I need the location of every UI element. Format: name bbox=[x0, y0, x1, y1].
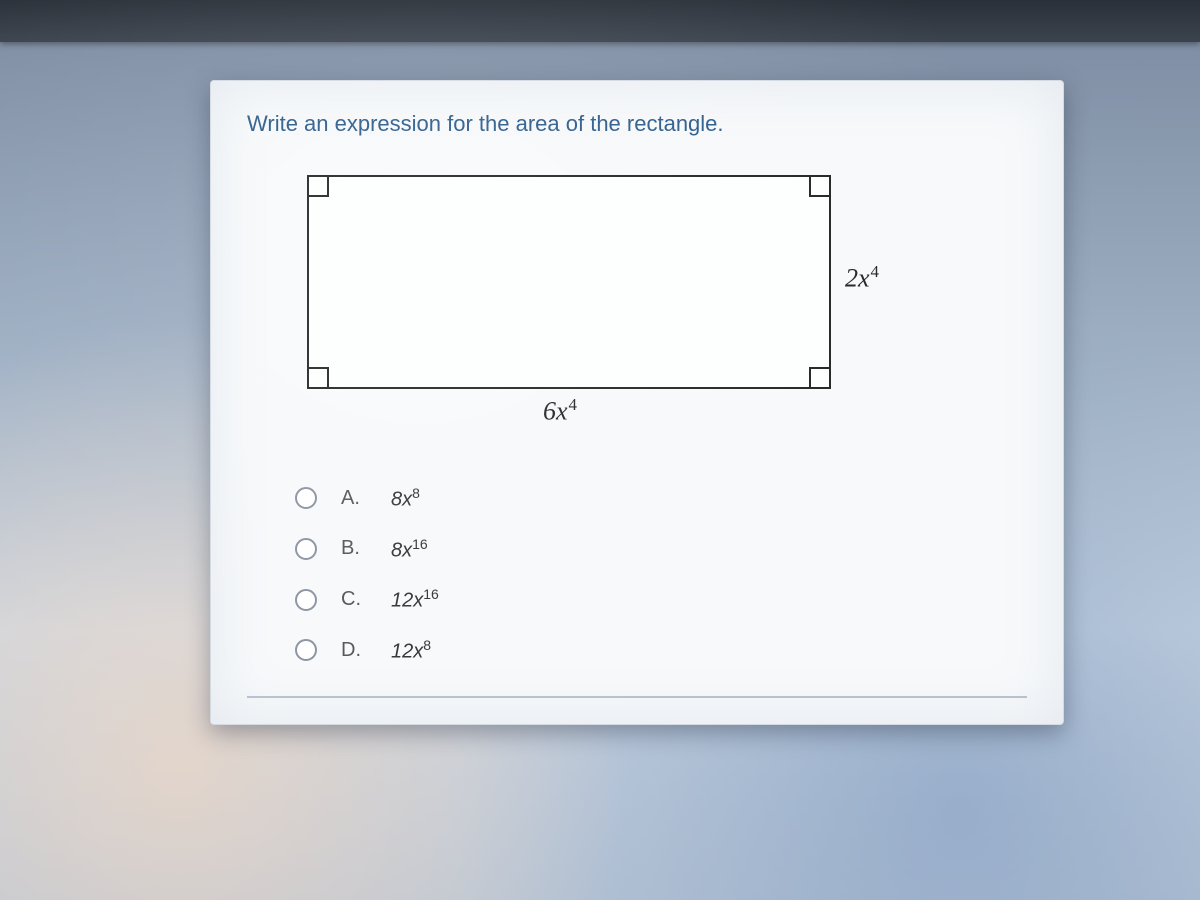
width-exp: 4 bbox=[569, 395, 577, 414]
width-label: 6x4 bbox=[543, 395, 577, 427]
option-expression: 12x16 bbox=[391, 586, 439, 613]
height-exp: 4 bbox=[871, 262, 879, 281]
right-angle-marker-top-left bbox=[307, 175, 329, 197]
right-angle-marker-bottom-left bbox=[307, 367, 329, 389]
answer-option[interactable]: B. 8x16 bbox=[295, 524, 1027, 575]
rectangle-shape bbox=[307, 175, 831, 389]
radio-button[interactable] bbox=[295, 538, 317, 560]
question-card: Write an expression for the area of the … bbox=[210, 80, 1064, 725]
height-base: 2 bbox=[845, 264, 858, 293]
radio-button[interactable] bbox=[295, 487, 317, 509]
background: Write an expression for the area of the … bbox=[0, 0, 1200, 900]
option-expression: 8x8 bbox=[391, 485, 420, 512]
option-letter: D. bbox=[341, 639, 367, 662]
option-letter: A. bbox=[341, 487, 367, 510]
answer-option[interactable]: C. 12x16 bbox=[295, 574, 1027, 625]
right-angle-marker-bottom-right bbox=[809, 367, 831, 389]
option-letter: C. bbox=[341, 588, 367, 611]
radio-button[interactable] bbox=[295, 589, 317, 611]
answer-options: A. 8x8 B. 8x16 C. 12x16 D. 12x8 bbox=[295, 473, 1027, 676]
answer-option[interactable]: A. 8x8 bbox=[295, 473, 1027, 524]
width-base: 6 bbox=[543, 397, 556, 426]
right-angle-marker-top-right bbox=[809, 175, 831, 197]
radio-button[interactable] bbox=[295, 639, 317, 661]
width-var: x bbox=[556, 397, 568, 426]
height-var: x bbox=[858, 264, 870, 293]
option-expression: 12x8 bbox=[391, 637, 431, 664]
option-letter: B. bbox=[341, 537, 367, 560]
window-top-bar bbox=[0, 0, 1200, 42]
answer-option[interactable]: D. 12x8 bbox=[295, 625, 1027, 676]
height-label: 2x4 bbox=[845, 262, 879, 294]
rectangle-figure: 6x4 2x4 bbox=[287, 165, 907, 455]
question-prompt: Write an expression for the area of the … bbox=[247, 111, 1027, 137]
option-expression: 8x16 bbox=[391, 536, 428, 563]
card-divider bbox=[247, 696, 1027, 698]
